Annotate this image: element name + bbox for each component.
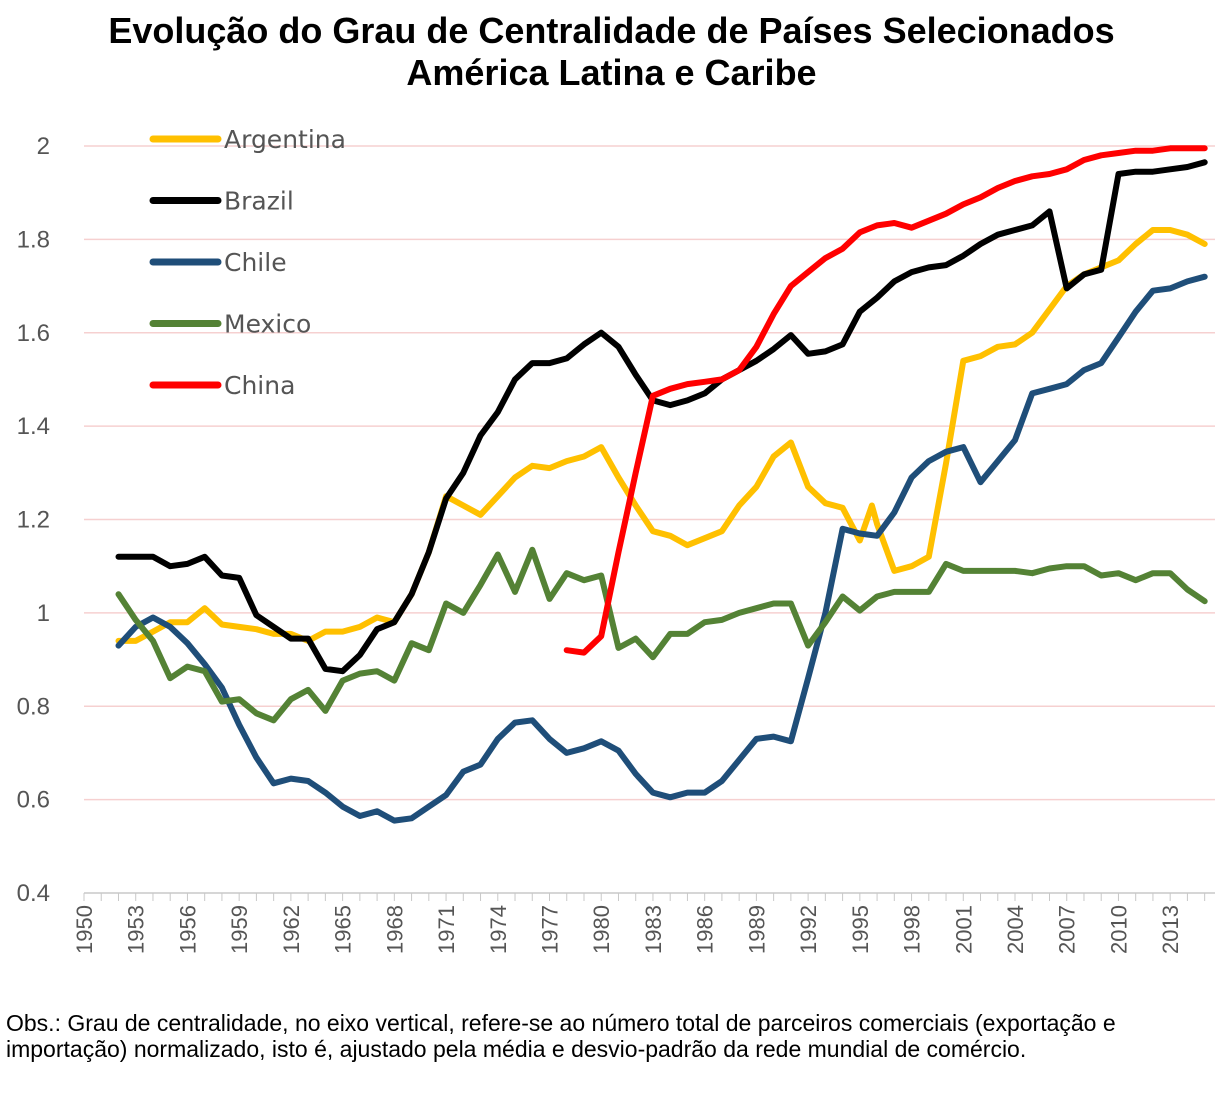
x-tick-label: 1989 — [744, 905, 769, 954]
x-tick-label: 1959 — [227, 905, 252, 954]
legend-label-argentina: Argentina — [224, 125, 346, 154]
x-tick-label: 1962 — [279, 905, 304, 954]
legend-label-mexico: Mexico — [224, 310, 311, 339]
legend-label-brazil: Brazil — [224, 187, 294, 216]
x-tick-label: 2010 — [1106, 905, 1131, 954]
x-tick-label: 1986 — [693, 905, 718, 954]
chart-note: Obs.: Grau de centralidade, no eixo vert… — [6, 1010, 1116, 1062]
x-tick-label: 1974 — [486, 905, 511, 954]
series-line-china — [563, 145, 1208, 656]
y-tick-label: 1.2 — [17, 507, 50, 534]
x-tick-label: 1995 — [848, 905, 873, 954]
y-tick-label: 1.4 — [17, 413, 50, 440]
x-tick-label: 2013 — [1158, 905, 1183, 954]
chart-title: Evolução do Grau de Centralidade de País… — [0, 10, 1223, 94]
y-tick-label: 0.8 — [17, 693, 50, 720]
x-tick-label: 1998 — [900, 905, 925, 954]
y-tick-label: 0.6 — [17, 787, 50, 814]
line-chart: 2 1.8 1.6 1.4 1.2 1 0.8 0.6 0.4 1950 1953 1956 1959 1… — [17, 125, 1215, 954]
series-lines — [115, 145, 1208, 824]
x-tick-label: 1977 — [538, 905, 563, 954]
series-line-chile — [115, 273, 1208, 824]
x-tick-label: 2001 — [951, 905, 976, 954]
y-tick-label: 1.8 — [17, 226, 50, 253]
legend: Argentina Brazil Chile Mexico China — [149, 125, 346, 400]
legend-label-chile: Chile — [224, 248, 287, 277]
legend-label-china: China — [224, 371, 295, 400]
x-tick-label: 1953 — [124, 905, 149, 954]
y-tick-label: 2 — [37, 133, 50, 160]
y-tick-label: 0.4 — [17, 880, 50, 907]
x-tick-label: 1956 — [175, 905, 200, 954]
x-tick-label: 1965 — [331, 905, 356, 954]
x-tick-label: 2004 — [1003, 905, 1028, 954]
series-line-mexico — [115, 546, 1208, 724]
x-tick-label: 1983 — [641, 905, 666, 954]
x-tick-label: 1968 — [382, 905, 407, 954]
x-tick-label: 1980 — [589, 905, 614, 954]
y-tick-label: 1 — [37, 600, 50, 627]
series-line-brazil — [115, 159, 1208, 675]
gridlines — [84, 145, 1215, 801]
chart-title-line1: Evolução do Grau de Centralidade de País… — [108, 10, 1115, 51]
x-tick-label: 1971 — [434, 905, 459, 954]
series-line-argentina — [115, 227, 1208, 644]
axes: 2 1.8 1.6 1.4 1.2 1 0.8 0.6 0.4 1950 1953 1956 1959 1… — [17, 133, 1215, 954]
x-tick-label: 1950 — [72, 905, 97, 954]
x-tick-label: 1992 — [796, 905, 821, 954]
x-tick-label: 2007 — [1055, 905, 1080, 954]
y-tick-label: 1.6 — [17, 320, 50, 347]
chart-title-line2: América Latina e Caribe — [406, 52, 817, 93]
